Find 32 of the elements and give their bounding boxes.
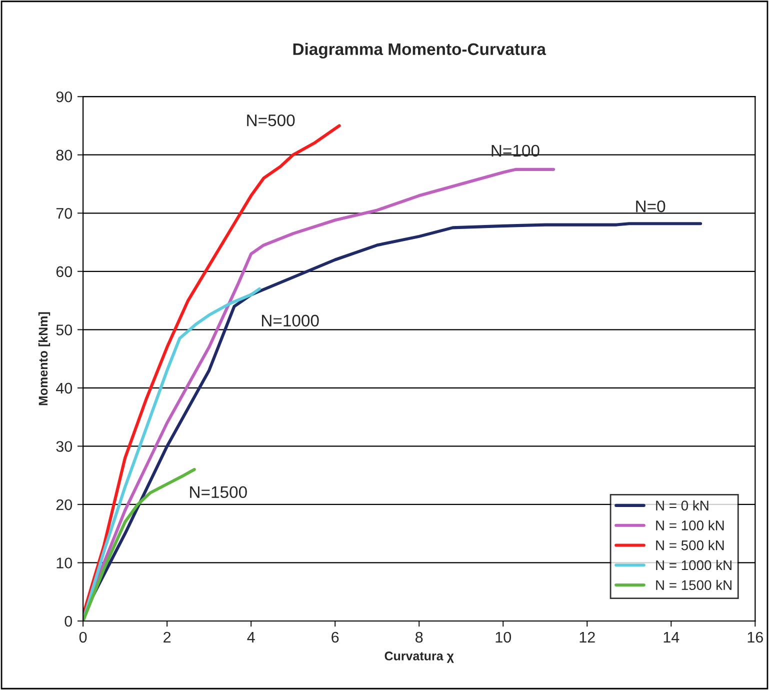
annotation: N=0 xyxy=(636,200,666,212)
annotation: N=100 xyxy=(492,144,540,157)
legend-label: N = 1500 kN xyxy=(656,580,732,590)
annotation: N=1000 xyxy=(262,314,319,327)
y-tick-label: 30 xyxy=(56,441,72,452)
legend-label: N = 500 kN xyxy=(656,540,724,550)
y-tick-label: 60 xyxy=(56,266,72,278)
y-tick-label: 10 xyxy=(56,558,72,568)
y-axis-title: Momento [kNm] xyxy=(38,312,50,406)
chart-title: Diagramma Momento-Curvatura xyxy=(293,42,546,58)
y-tick-label: 70 xyxy=(56,208,72,219)
y-tick-label: 0 xyxy=(64,616,72,627)
y-tick-label: 90 xyxy=(56,91,72,102)
x-tick-label: 16 xyxy=(748,632,763,643)
x-tick-label: 12 xyxy=(580,632,595,642)
x-tick-label: 10 xyxy=(496,632,512,643)
x-tick-label: 0 xyxy=(79,632,87,643)
x-tick-label: 8 xyxy=(416,632,423,643)
y-tick-label: 50 xyxy=(56,324,72,336)
y-tick-label: 80 xyxy=(56,150,72,161)
y-tick-label: 20 xyxy=(56,499,72,510)
y-tick-label: 40 xyxy=(56,382,72,394)
x-tick-label: 4 xyxy=(247,632,255,642)
x-axis-title: Curvatura χ xyxy=(384,652,454,663)
annotation: N=1500 xyxy=(190,486,247,498)
legend-label: N = 100 kN xyxy=(656,520,724,530)
x-tick-label: 6 xyxy=(332,632,339,643)
legend-label: N = 0 kN xyxy=(656,500,708,510)
x-tick-label: 14 xyxy=(664,632,680,642)
x-tick-label: 2 xyxy=(164,632,171,642)
legend-label: N = 1000 kN xyxy=(656,560,732,570)
annotation: N=500 xyxy=(247,114,295,126)
